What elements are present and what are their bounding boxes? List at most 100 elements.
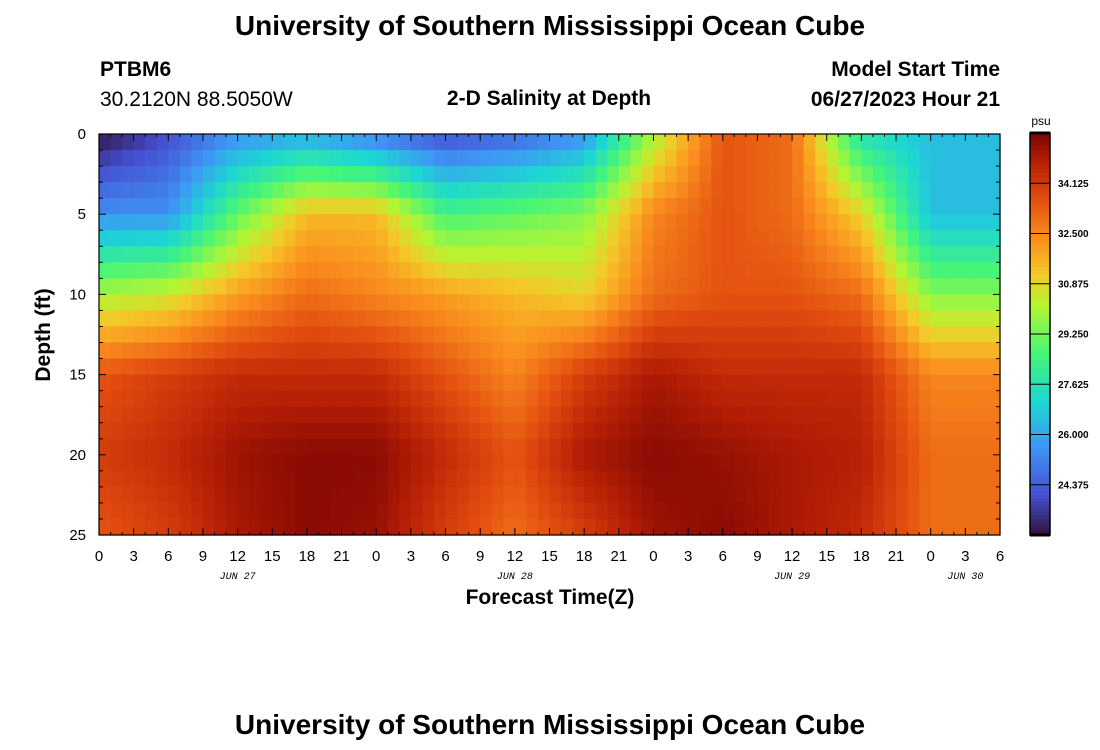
heatmap-cell	[768, 438, 782, 456]
heatmap-cell	[295, 310, 308, 328]
heatmap-cell	[699, 230, 712, 247]
heatmap-cell	[965, 438, 978, 456]
heatmap-cell	[480, 246, 493, 263]
heatmap-cell	[792, 230, 805, 247]
heatmap-cell	[815, 502, 828, 520]
heatmap-cell	[249, 246, 262, 263]
heatmap-cell	[457, 486, 470, 504]
heatmap-cell	[676, 326, 689, 344]
heatmap-cell	[330, 198, 343, 215]
heatmap-cell	[803, 326, 816, 344]
heatmap-cell	[861, 262, 874, 279]
heatmap-cell	[780, 486, 793, 504]
heatmap-cell	[122, 182, 135, 199]
heatmap-cell	[422, 358, 435, 376]
heatmap-cell	[561, 278, 574, 295]
heatmap-cell	[295, 262, 308, 279]
heatmap-cell	[353, 310, 366, 328]
heatmap-cell	[526, 294, 539, 312]
heatmap-cell	[237, 278, 250, 295]
heatmap-cell	[757, 374, 770, 392]
heatmap-cell	[861, 502, 874, 520]
heatmap-cell	[341, 342, 354, 360]
heatmap-cell	[942, 502, 955, 520]
heatmap-cell	[699, 374, 712, 392]
heatmap-cell	[930, 246, 943, 263]
heatmap-cell	[341, 374, 354, 392]
heatmap-cell	[930, 230, 943, 247]
heatmap-cell	[653, 438, 666, 456]
heatmap-cell	[179, 326, 193, 344]
heatmap-cell	[110, 438, 123, 456]
colorbar-segment	[1030, 474, 1050, 479]
heatmap-cell	[665, 358, 678, 376]
heatmap-cell	[849, 246, 862, 263]
heatmap-cell	[838, 262, 851, 279]
heatmap-cell	[226, 278, 239, 295]
heatmap-cell	[341, 150, 354, 167]
colorbar-segment	[1030, 387, 1050, 392]
heatmap-cell	[896, 262, 909, 279]
heatmap-cell	[849, 310, 862, 328]
heatmap-cell	[884, 230, 897, 247]
colorbar-segment	[1030, 347, 1050, 352]
colorbar-segment	[1030, 260, 1050, 265]
heatmap-cell	[630, 198, 643, 215]
heatmap-cell	[745, 294, 759, 312]
heatmap-cell	[376, 486, 389, 504]
heatmap-cell	[526, 278, 539, 295]
heatmap-cell	[688, 390, 701, 408]
heatmap-cell	[122, 470, 135, 488]
heatmap-cell	[179, 518, 193, 536]
heatmap-cell	[318, 502, 331, 520]
heatmap-cell	[156, 198, 169, 215]
heatmap-cell	[665, 246, 678, 263]
heatmap-cell	[330, 246, 343, 263]
heatmap-cell	[341, 326, 354, 344]
heatmap-cell	[849, 326, 862, 344]
heatmap-cell	[688, 470, 701, 488]
heatmap-cell	[676, 374, 689, 392]
heatmap-cell	[376, 454, 389, 472]
heatmap-cell	[665, 502, 678, 520]
heatmap-cell	[122, 150, 135, 167]
heatmap-cell	[353, 198, 366, 215]
heatmap-cell	[341, 454, 354, 472]
heatmap-cell	[122, 390, 135, 408]
heatmap-cell	[561, 518, 574, 536]
heatmap-cell	[410, 374, 424, 392]
heatmap-cell	[734, 246, 747, 263]
heatmap-cell	[133, 374, 146, 392]
heatmap-cell	[491, 470, 504, 488]
heatmap-cell	[468, 390, 481, 408]
heatmap-cell	[480, 326, 493, 344]
heatmap-cell	[734, 310, 747, 328]
heatmap-cell	[919, 262, 932, 279]
heatmap-cell	[768, 150, 782, 167]
heatmap-cell	[122, 310, 135, 328]
x-tick-label: 18	[853, 548, 870, 565]
heatmap-cell	[433, 502, 447, 520]
heatmap-cell	[272, 278, 285, 295]
heatmap-cell	[722, 374, 735, 392]
heatmap-cell	[688, 502, 701, 520]
heatmap-cell	[838, 406, 851, 424]
heatmap-cell	[191, 326, 204, 344]
heatmap-cell	[422, 342, 435, 360]
heatmap-cell	[953, 262, 966, 279]
heatmap-cell	[572, 278, 585, 295]
heatmap-cell	[318, 406, 331, 424]
heatmap-cell	[260, 230, 273, 247]
heatmap-cell	[145, 230, 158, 247]
heatmap-cell	[549, 422, 562, 440]
heatmap-cell	[722, 214, 735, 231]
day-label: JUN 28	[497, 572, 533, 583]
heatmap-cell	[976, 518, 990, 536]
heatmap-cell	[179, 134, 193, 151]
heatmap-cell	[988, 150, 1001, 167]
heatmap-cell	[433, 326, 447, 344]
heatmap-cell	[214, 486, 227, 504]
heatmap-cell	[641, 150, 655, 167]
heatmap-cell	[688, 438, 701, 456]
heatmap-cell	[757, 358, 770, 376]
